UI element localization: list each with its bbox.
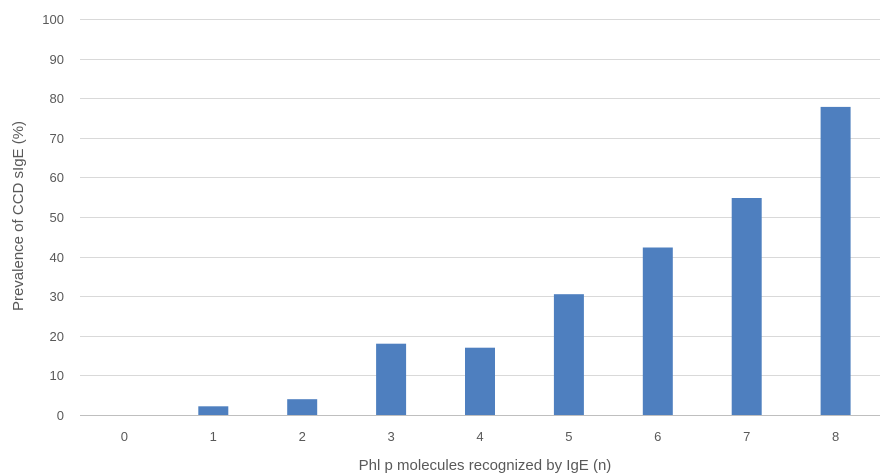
y-axis-title: Prevalence of CCD sIgE (%) (10, 121, 27, 311)
x-axis-tick-labels: 0 1 2 3 4 5 6 7 8 (121, 429, 839, 444)
x-tick-label-0: 0 (121, 429, 128, 444)
y-tick-label-100: 100 (42, 12, 64, 27)
x-axis-title: Phl p molecules recognized by IgE (n) (359, 457, 612, 474)
bar-4 (465, 347, 495, 415)
y-tick-label-10: 10 (50, 368, 64, 383)
x-tick-label-7: 7 (743, 429, 750, 444)
x-tick-label-2: 2 (299, 429, 306, 444)
y-tick-label-40: 40 (50, 250, 64, 265)
x-tick-label-5: 5 (565, 429, 572, 444)
bar-8 (820, 106, 851, 416)
x-tick-label-8: 8 (832, 429, 839, 444)
y-tick-label-70: 70 (50, 131, 64, 146)
y-tick-label-0: 0 (57, 408, 64, 423)
bar-5 (553, 294, 584, 415)
x-tick-label-1: 1 (210, 429, 217, 444)
gridlines (80, 19, 880, 416)
bar-1 (198, 406, 229, 415)
y-tick-label-60: 60 (50, 170, 64, 185)
bar-7 (731, 198, 762, 415)
bar-3 (376, 343, 407, 415)
bar-6 (642, 247, 673, 415)
bar-2 (287, 399, 318, 415)
y-tick-label-50: 50 (50, 210, 64, 225)
y-axis-tick-labels: 0 10 20 30 40 50 60 70 80 90 100 (42, 12, 64, 423)
y-tick-label-80: 80 (50, 91, 64, 106)
x-tick-label-3: 3 (387, 429, 394, 444)
x-tick-label-6: 6 (654, 429, 661, 444)
x-tick-label-4: 4 (476, 429, 483, 444)
y-tick-label-30: 30 (50, 289, 64, 304)
y-tick-label-20: 20 (50, 329, 64, 344)
y-tick-label-90: 90 (50, 52, 64, 67)
bars (198, 106, 851, 416)
